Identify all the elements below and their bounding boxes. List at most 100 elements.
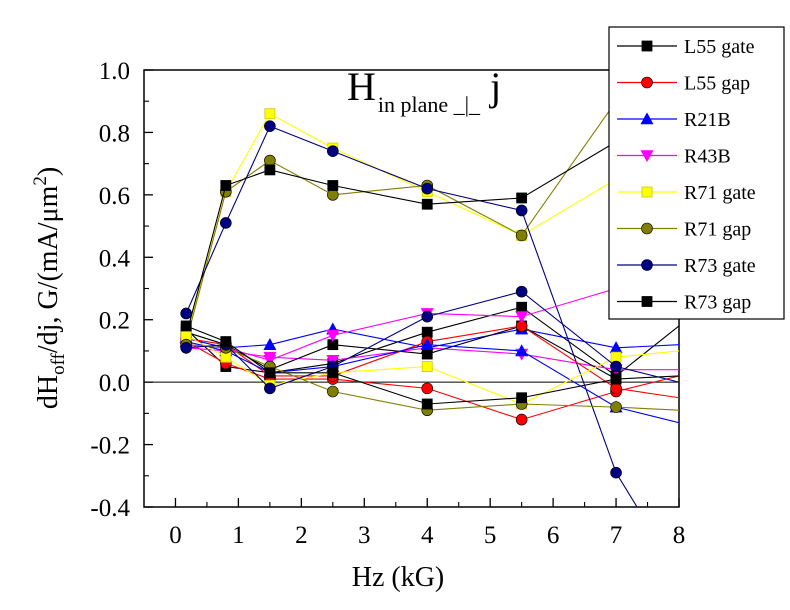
series-line	[185, 334, 679, 405]
legend-entry: L55 gate	[617, 36, 755, 58]
legend-entry: R43B	[617, 146, 731, 168]
legend-marker	[641, 222, 653, 235]
legend-marker	[641, 296, 653, 307]
x-tick-label: 4	[421, 522, 434, 549]
data-point	[515, 285, 528, 298]
data-point	[421, 326, 433, 338]
y-tick-label: 0.8	[99, 120, 130, 147]
y-axis-tick-labels: -0.4 -0.2 0.0 0.2 0.4 0.6 0.8 1.0	[90, 58, 130, 522]
data-point	[421, 382, 434, 395]
data-point	[264, 382, 276, 395]
legend-label: R73 gate	[684, 255, 756, 277]
legend-marker	[641, 186, 653, 198]
legend-marker	[640, 112, 654, 125]
legend-label: R71 gap	[684, 219, 751, 241]
data-point	[515, 204, 528, 217]
series-line	[185, 125, 638, 507]
series-line	[185, 70, 659, 342]
legend-label: R43B	[684, 146, 731, 168]
data-point	[421, 348, 433, 360]
data-point	[264, 164, 276, 176]
y-axis-title-superscript: 2	[30, 176, 51, 186]
y-tick-label: 1.0	[99, 58, 130, 85]
x-tick-label: 5	[484, 522, 497, 549]
data-point	[180, 307, 192, 320]
data-point	[515, 311, 529, 324]
series-line	[186, 341, 679, 424]
series-line	[185, 116, 679, 336]
y-axis-title: dHoff/dj, G/(mA/μm2)	[30, 167, 69, 409]
data-point	[421, 310, 434, 323]
x-tick-label: 6	[547, 522, 560, 549]
data-point	[180, 320, 192, 332]
legend-entry: R73 gap	[617, 292, 751, 314]
x-axis-title: Hz (kG)	[352, 562, 445, 593]
x-tick-label: 3	[358, 522, 371, 549]
plot-frame	[143, 69, 680, 508]
legend-marker	[641, 76, 653, 89]
data-point	[610, 466, 622, 479]
data-point	[610, 382, 622, 395]
data-point	[421, 398, 433, 410]
annotation-main: H	[347, 64, 376, 109]
data-point	[610, 401, 622, 413]
legend-marker	[640, 150, 654, 163]
series-line	[185, 341, 679, 421]
data-point	[220, 217, 232, 229]
data-point	[421, 198, 433, 210]
data-point	[421, 182, 434, 195]
x-tick-label: 2	[295, 522, 308, 549]
field-orientation-annotation: Hin plane _|_ j	[347, 64, 501, 117]
legend-marker	[641, 40, 653, 52]
data-point	[515, 413, 528, 426]
x-axis-tick-labels: 0 1 2 3 4 5 6 7 8	[169, 522, 685, 549]
data-point	[516, 392, 528, 404]
data-point	[610, 373, 622, 385]
series-line	[186, 344, 679, 411]
legend-label: R71 gate	[684, 182, 756, 204]
data-point	[264, 154, 276, 167]
series-line	[186, 325, 617, 380]
legend-box	[608, 26, 785, 320]
legend-label: R21B	[684, 109, 731, 131]
data-point	[516, 301, 528, 313]
data-point	[264, 367, 276, 379]
legend-label: L55 gate	[684, 36, 755, 58]
data-point	[180, 342, 192, 354]
x-tick-label: 1	[232, 522, 245, 549]
y-tick-label: -0.4	[90, 495, 130, 522]
annotation-subscript: in plane _|_	[378, 92, 481, 117]
y-axis-title-subscript: off	[48, 352, 69, 374]
series-line	[186, 291, 679, 390]
legend-entry: R71 gate	[617, 182, 756, 204]
y-tick-label: 0.6	[99, 183, 130, 210]
data-point	[610, 360, 622, 373]
data-point	[180, 329, 192, 341]
data-point	[327, 367, 339, 379]
series-group	[179, 70, 679, 507]
data-point	[327, 180, 339, 191]
data-point	[264, 108, 276, 120]
y-tick-label: 0.4	[99, 245, 131, 272]
y-axis-title-part3: )	[33, 167, 64, 176]
y-axis-title-part2: /dj, G/(mA/μm	[33, 185, 64, 353]
data-point	[220, 351, 232, 363]
legend-label: L55 gap	[684, 73, 750, 95]
legend-marker	[641, 259, 653, 271]
data-point	[326, 330, 340, 342]
axis-ticks	[144, 69, 680, 508]
series-r73-gate	[180, 120, 638, 507]
y-tick-label: 0.2	[99, 308, 130, 335]
y-axis-title-part1: dH	[33, 375, 64, 409]
x-tick-label: 7	[610, 522, 623, 549]
legend-entry: L55 gap	[617, 73, 750, 95]
annotation-tail: j	[488, 64, 501, 109]
data-point	[421, 361, 433, 372]
y-tick-label: 0.0	[99, 370, 130, 397]
data-point	[220, 336, 232, 347]
legend-label: R73 gap	[684, 292, 751, 314]
data-point	[610, 351, 622, 363]
series-line	[186, 263, 679, 361]
